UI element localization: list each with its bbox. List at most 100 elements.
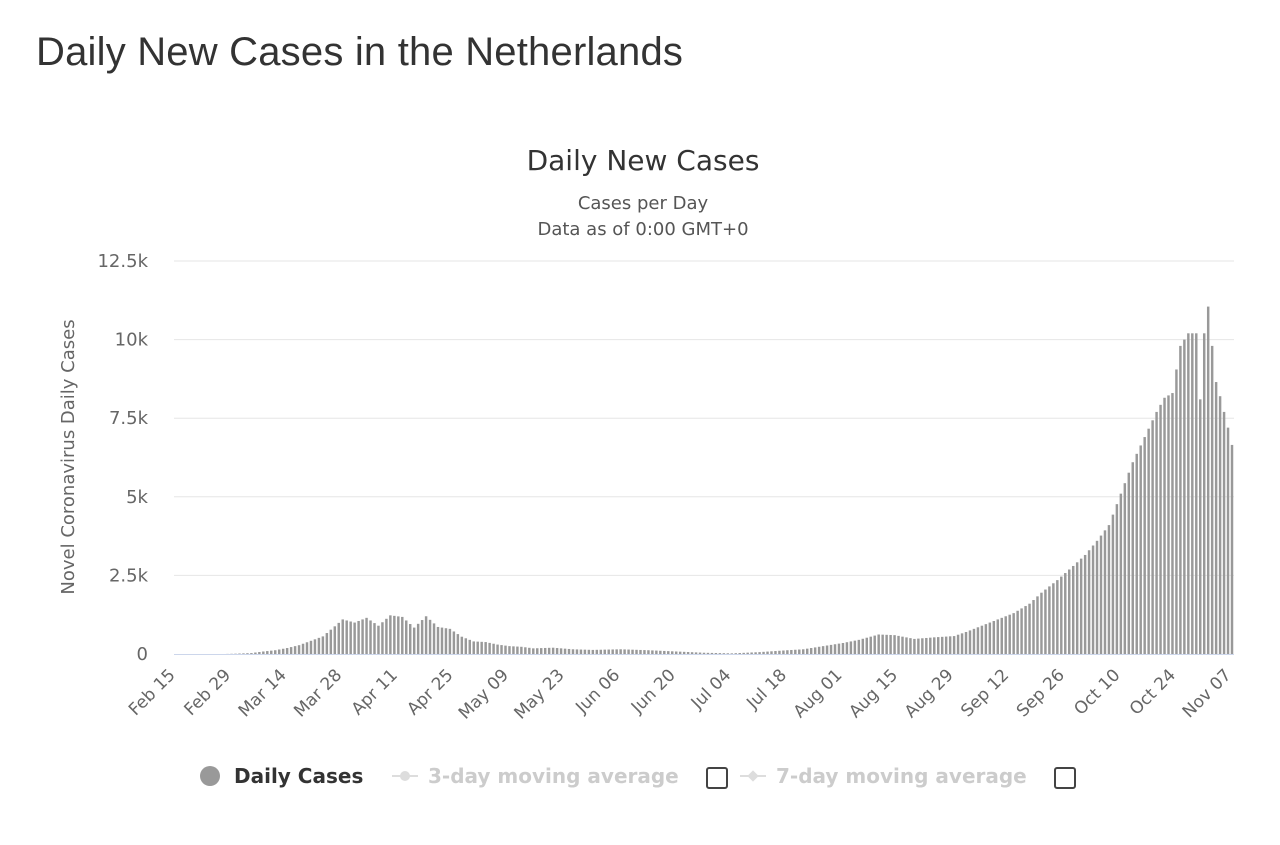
bar[interactable] (972, 628, 976, 654)
bar[interactable] (583, 649, 587, 654)
bar[interactable] (1012, 613, 1015, 654)
bar[interactable] (488, 642, 491, 654)
bar[interactable] (857, 639, 861, 654)
bar[interactable] (686, 652, 690, 654)
bar[interactable] (559, 648, 563, 654)
bar[interactable] (758, 652, 761, 654)
bar[interactable] (1000, 617, 1003, 654)
bar[interactable] (964, 631, 968, 654)
bar[interactable] (1206, 306, 1210, 654)
bar[interactable] (254, 652, 257, 654)
bar[interactable] (317, 637, 321, 654)
bar[interactable] (1083, 554, 1087, 654)
bar[interactable] (567, 648, 571, 654)
bar[interactable] (297, 645, 301, 654)
bar[interactable] (643, 650, 646, 654)
bar[interactable] (659, 650, 662, 654)
bar[interactable] (651, 650, 654, 654)
bar[interactable] (345, 620, 348, 654)
bar[interactable] (1167, 395, 1170, 654)
bar[interactable] (647, 650, 650, 654)
bar[interactable] (313, 639, 317, 654)
bar[interactable] (726, 653, 730, 654)
bar[interactable] (456, 634, 460, 654)
bar[interactable] (1230, 444, 1234, 654)
bar[interactable] (277, 649, 281, 654)
bar[interactable] (865, 637, 868, 654)
bar[interactable] (1155, 411, 1158, 654)
bar[interactable] (667, 651, 670, 654)
bar[interactable] (1127, 472, 1131, 654)
bar[interactable] (285, 648, 289, 654)
bar[interactable] (869, 636, 872, 654)
bar[interactable] (405, 620, 408, 654)
bar[interactable] (607, 649, 610, 654)
bar[interactable] (960, 633, 964, 654)
bar[interactable] (663, 650, 666, 654)
bar[interactable] (821, 646, 825, 654)
bar[interactable] (1040, 592, 1043, 654)
bar[interactable] (1044, 589, 1047, 654)
bar[interactable] (440, 627, 444, 654)
bar[interactable] (889, 634, 892, 654)
bar[interactable] (615, 649, 618, 654)
bar[interactable] (484, 642, 487, 654)
bar[interactable] (289, 647, 293, 654)
bar[interactable] (555, 648, 559, 654)
bar[interactable] (1075, 562, 1079, 654)
bar[interactable] (714, 653, 718, 654)
bar[interactable] (1171, 393, 1174, 654)
bar[interactable] (829, 644, 833, 654)
bar[interactable] (357, 620, 360, 654)
bar[interactable] (1135, 453, 1138, 654)
bar[interactable] (1103, 530, 1107, 654)
bar[interactable] (496, 644, 499, 654)
bar[interactable] (536, 648, 539, 654)
bar[interactable] (631, 649, 634, 654)
bar[interactable] (750, 652, 753, 654)
bar[interactable] (424, 616, 428, 654)
bar[interactable] (1131, 462, 1134, 654)
bar[interactable] (262, 651, 265, 654)
bar[interactable] (1107, 525, 1111, 654)
bar[interactable] (671, 651, 674, 654)
bar[interactable] (694, 652, 698, 654)
bar[interactable] (528, 647, 531, 654)
bar[interactable] (270, 650, 273, 654)
bar[interactable] (885, 634, 888, 654)
bar[interactable] (929, 637, 932, 654)
bar[interactable] (619, 649, 622, 654)
bar[interactable] (1068, 569, 1071, 655)
bar[interactable] (1052, 583, 1055, 654)
legend-item-7-day-average[interactable]: 7-day moving average (740, 758, 1027, 794)
bar[interactable] (274, 650, 277, 654)
bar[interactable] (877, 634, 880, 654)
bar[interactable] (516, 646, 519, 654)
bar[interactable] (948, 636, 952, 654)
bar[interactable] (1151, 420, 1154, 654)
bar[interactable] (1222, 411, 1226, 654)
bar[interactable] (563, 648, 567, 654)
bar[interactable] (909, 638, 912, 654)
bar[interactable] (432, 623, 436, 654)
bar[interactable] (635, 649, 638, 654)
bar[interactable] (774, 651, 777, 654)
bar[interactable] (706, 652, 710, 654)
bar[interactable] (778, 650, 781, 654)
bar[interactable] (365, 617, 368, 654)
bar[interactable] (925, 637, 928, 654)
bar[interactable] (698, 652, 702, 654)
bar[interactable] (798, 649, 801, 654)
bar[interactable] (389, 615, 392, 654)
bar[interactable] (377, 625, 380, 654)
bar[interactable] (921, 638, 924, 654)
bar[interactable] (1163, 397, 1166, 654)
bar[interactable] (246, 653, 249, 654)
bar[interactable] (1004, 616, 1007, 654)
bar[interactable] (1179, 345, 1182, 654)
bar[interactable] (599, 649, 603, 654)
bar[interactable] (682, 651, 686, 654)
bar[interactable] (1119, 493, 1123, 654)
bar[interactable] (361, 619, 364, 654)
bar[interactable] (940, 636, 944, 654)
